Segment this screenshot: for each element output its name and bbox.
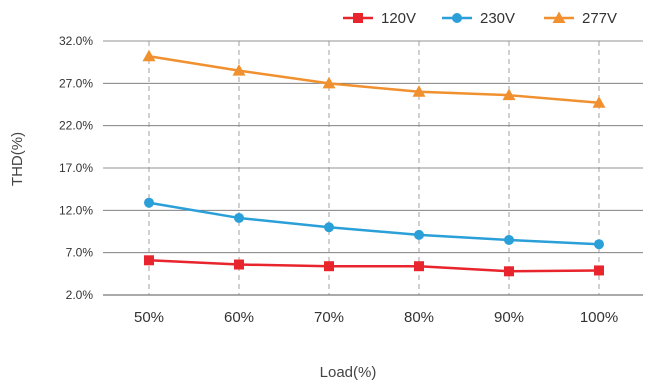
series-line-230v: [148, 201, 600, 246]
legend-marker-277v: [552, 11, 566, 23]
data-point-120v: [594, 265, 604, 276]
data-point-277v: [592, 96, 606, 108]
legend-label-230v: 230V: [480, 10, 515, 27]
x-axis-title: Load(%): [320, 364, 377, 381]
legend-label-120v: 120V: [381, 10, 416, 27]
legend-item-230v: 230V: [442, 10, 515, 27]
data-point-277v: [322, 76, 336, 89]
x-tick-label: 90%: [494, 309, 524, 326]
y-tick-label: 12.0%: [59, 203, 93, 217]
data-point-230v: [234, 212, 244, 223]
series-230v: [144, 197, 604, 250]
legend-marker-230v: [452, 13, 462, 23]
x-tick-label: 100%: [580, 309, 618, 326]
y-tick-labels: 2.0% 7.0% 12.0% 17.0% 22.0% 27.0% 32.0%: [59, 34, 93, 302]
data-point-120v: [324, 261, 334, 272]
series-line-120v: [148, 259, 600, 273]
y-tick-label: 7.0%: [66, 246, 94, 260]
data-point-277v: [412, 85, 426, 97]
legend-marker-120v: [353, 13, 363, 23]
data-point-230v: [414, 229, 424, 240]
legend-item-277v: 277V: [544, 10, 617, 27]
series-277v: [142, 49, 606, 108]
data-point-277v: [142, 49, 156, 62]
data-point-120v: [504, 266, 514, 277]
series-120v: [144, 255, 604, 277]
legend-label-277v: 277V: [582, 10, 617, 27]
data-point-120v: [234, 259, 244, 270]
legend-item-120v: 120V: [343, 10, 416, 27]
series-layer: [142, 49, 606, 277]
data-point-120v: [144, 255, 154, 266]
x-tick-label: 50%: [134, 309, 164, 326]
y-axis-title: THD(%): [9, 132, 26, 186]
horizontal-grid: [103, 40, 643, 296]
data-point-230v: [324, 222, 334, 233]
legend: 120V 230V 277V: [343, 10, 617, 27]
y-tick-label: 22.0%: [59, 119, 93, 133]
data-point-120v: [414, 261, 424, 272]
y-tick-label: 17.0%: [59, 161, 93, 175]
series-line-277v: [148, 55, 600, 105]
data-point-230v: [504, 234, 514, 245]
x-tick-labels: 50% 60% 70% 80% 90% 100%: [134, 309, 618, 326]
data-point-230v: [594, 239, 604, 250]
data-point-230v: [144, 197, 154, 208]
x-tick-label: 60%: [224, 309, 254, 326]
data-point-277v: [502, 88, 516, 101]
y-tick-label: 2.0%: [66, 288, 94, 302]
data-point-277v: [232, 64, 246, 76]
y-tick-label: 27.0%: [59, 76, 93, 90]
x-tick-label: 70%: [314, 309, 344, 326]
y-tick-label: 32.0%: [59, 34, 93, 48]
x-tick-label: 80%: [404, 309, 434, 326]
vertical-grid: [148, 41, 600, 295]
